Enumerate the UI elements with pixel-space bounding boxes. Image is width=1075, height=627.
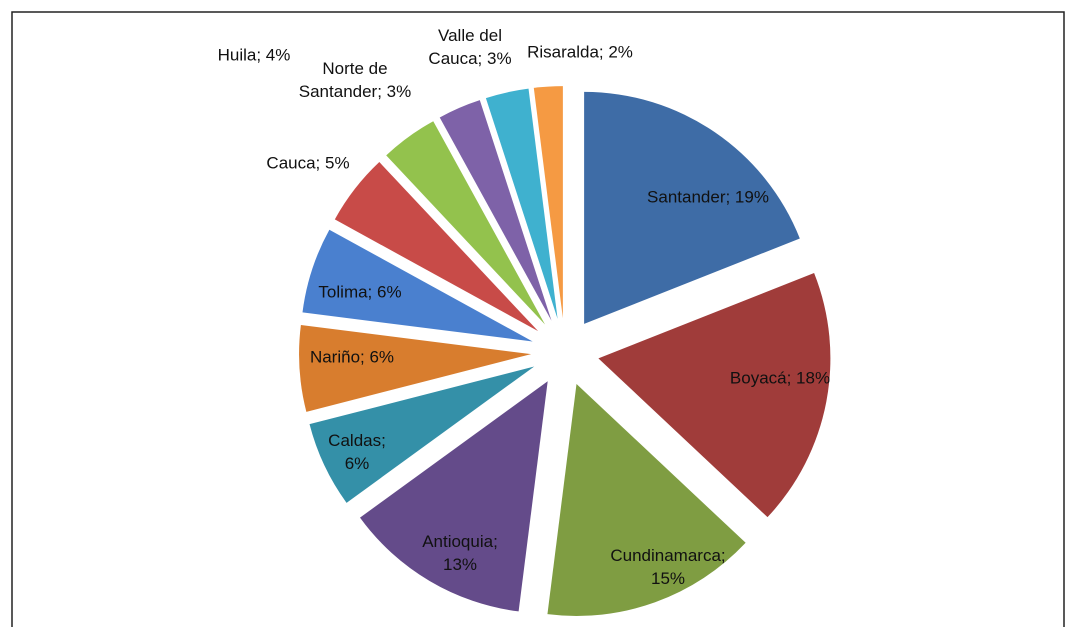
data-label: Caldas; 6% (328, 431, 386, 473)
data-label: Risaralda; 2% (527, 42, 633, 62)
data-label: Santander; 19% (647, 187, 769, 207)
pie-slice: Valle del Cauca (485, 88, 558, 319)
data-label: Huila; 4% (217, 45, 291, 65)
pie-slice: Cauca (334, 162, 539, 332)
data-label: Valle del Cauca; 3% (428, 26, 512, 68)
pie-slice: Boyacá (598, 272, 831, 518)
frame (11, 11, 1065, 627)
data-label: Antioquia; 13% (422, 532, 498, 574)
data-label: Norte de Santander; 3% (298, 59, 412, 101)
pie-slice: Huila (386, 121, 546, 325)
pie-slice: Nariño (299, 325, 532, 412)
data-label: Nariño; 6% (309, 347, 395, 367)
pie-slice: Santander (584, 91, 800, 324)
data-label: Boyacá; 18% (729, 368, 831, 388)
data-label: Cundinamarca; 15% (610, 546, 726, 588)
pie-slice: Tolima (302, 229, 533, 342)
pie-slice: Cundinamarca (547, 383, 746, 616)
data-label: Cauca; 5% (266, 153, 350, 173)
pie-slice: Risaralda (533, 86, 563, 319)
pie-slice: Caldas (309, 366, 535, 503)
data-label: Tolima; 6% (318, 282, 402, 302)
pie-slice: Antioquia (360, 381, 548, 612)
pie-slice: Norte de Santander (439, 100, 552, 321)
